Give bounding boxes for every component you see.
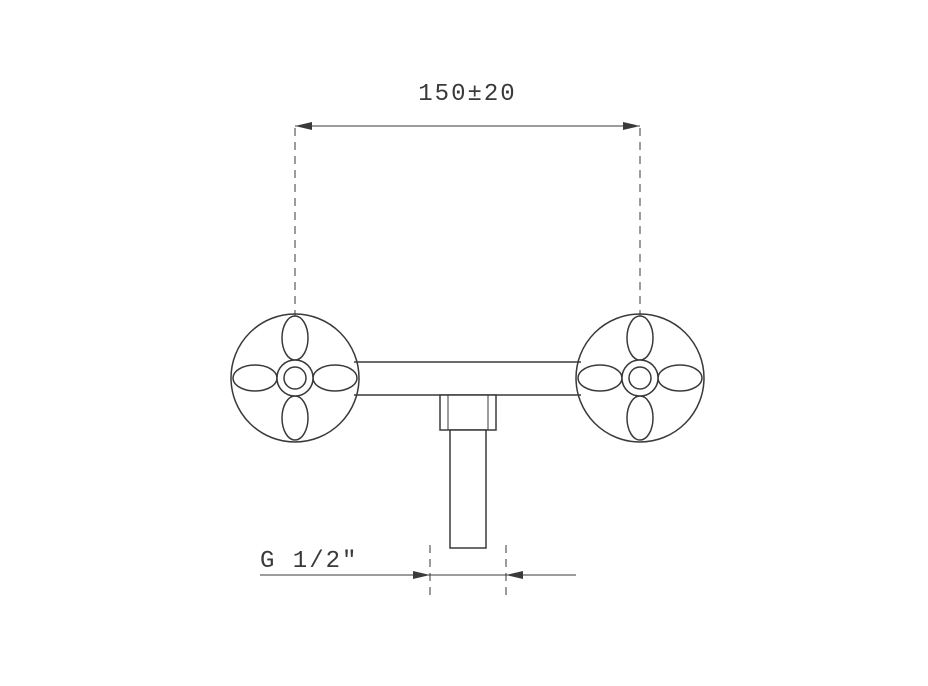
dimension-top-label: 150±20	[418, 81, 516, 108]
dimension-bottom: G 1/2"	[260, 545, 576, 600]
dimension-top: 150±20	[295, 81, 640, 330]
faucet-body	[231, 314, 704, 548]
dimension-bottom-label: G 1/2"	[260, 548, 358, 575]
